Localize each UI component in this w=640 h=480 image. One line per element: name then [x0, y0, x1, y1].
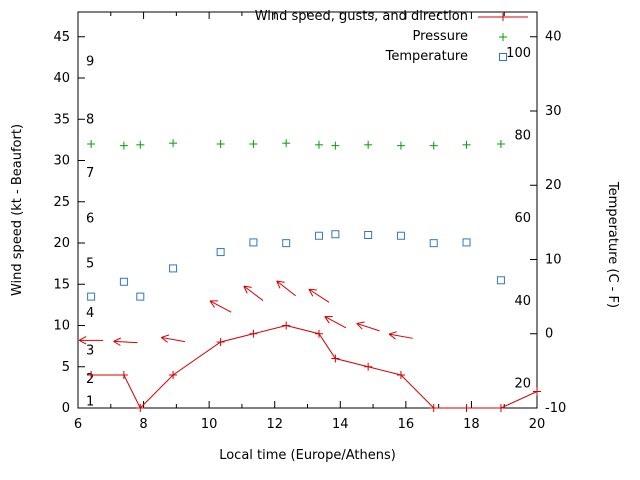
svg-text:30: 30	[545, 104, 562, 119]
svg-text:2: 2	[86, 372, 94, 387]
svg-text:15: 15	[53, 277, 70, 292]
legend-temperature-sample	[499, 53, 507, 61]
legend-pressure-sample	[499, 33, 507, 41]
legend-samples	[478, 13, 528, 61]
temperature-series	[87, 230, 505, 301]
svg-text:10: 10	[53, 319, 70, 334]
svg-text:60: 60	[514, 211, 531, 226]
svg-text:35: 35	[53, 112, 70, 127]
svg-text:10: 10	[545, 252, 562, 267]
svg-text:20: 20	[529, 417, 546, 432]
svg-text:25: 25	[53, 195, 70, 210]
svg-text:8: 8	[86, 112, 94, 127]
x-axis-title: Local time (Europe/Athens)	[219, 448, 396, 463]
svg-text:100: 100	[506, 46, 531, 61]
legend-temperature-label: Temperature	[385, 49, 468, 64]
left-axis-title: Wind speed (kt - Beaufort)	[10, 123, 25, 297]
svg-text:9: 9	[86, 55, 94, 70]
svg-text:3: 3	[86, 343, 94, 358]
pressure-series	[87, 139, 505, 150]
right-axis-title: Temperature (C - F)	[605, 181, 620, 309]
plot-border	[77, 11, 538, 409]
svg-text:30: 30	[53, 154, 70, 169]
svg-text:40: 40	[514, 294, 531, 309]
svg-text:5: 5	[62, 360, 70, 375]
svg-text:0: 0	[62, 401, 70, 416]
svg-text:5: 5	[86, 257, 94, 272]
axis-ticks	[77, 12, 538, 409]
svg-text:10: 10	[201, 417, 218, 432]
svg-text:6: 6	[86, 211, 94, 226]
wind-speed-series	[87, 321, 541, 412]
svg-text:6: 6	[74, 417, 82, 432]
svg-text:7: 7	[86, 166, 94, 181]
svg-text:0: 0	[545, 327, 553, 342]
svg-text:40: 40	[545, 30, 562, 45]
svg-text:20: 20	[545, 178, 562, 193]
svg-text:-10: -10	[545, 401, 566, 416]
wind-direction-arrows	[78, 280, 413, 346]
svg-text:18: 18	[463, 417, 480, 432]
svg-text:4: 4	[86, 306, 94, 321]
legend-wind-sample	[478, 13, 528, 21]
legend-pressure-label: Pressure	[412, 29, 468, 44]
legend-wind-label: Wind speed, gusts, and direction	[254, 9, 468, 24]
svg-text:12: 12	[266, 417, 283, 432]
beaufort-scale-labels: 1 2 3 4 5 6 7 8 9	[86, 55, 94, 410]
fahrenheit-scale-labels: 20 40 60 80 100	[506, 46, 531, 391]
svg-text:1: 1	[86, 394, 94, 409]
svg-text:45: 45	[53, 30, 70, 45]
tick-labels: 6 8 10 12 14 16 18 20051015202530354045-1001020…	[53, 30, 566, 432]
svg-text:20: 20	[514, 376, 531, 391]
svg-text:14: 14	[332, 417, 349, 432]
svg-text:16: 16	[398, 417, 415, 432]
svg-text:80: 80	[514, 129, 531, 144]
svg-text:20: 20	[53, 236, 70, 251]
svg-text:8: 8	[139, 417, 147, 432]
svg-text:40: 40	[53, 71, 70, 86]
